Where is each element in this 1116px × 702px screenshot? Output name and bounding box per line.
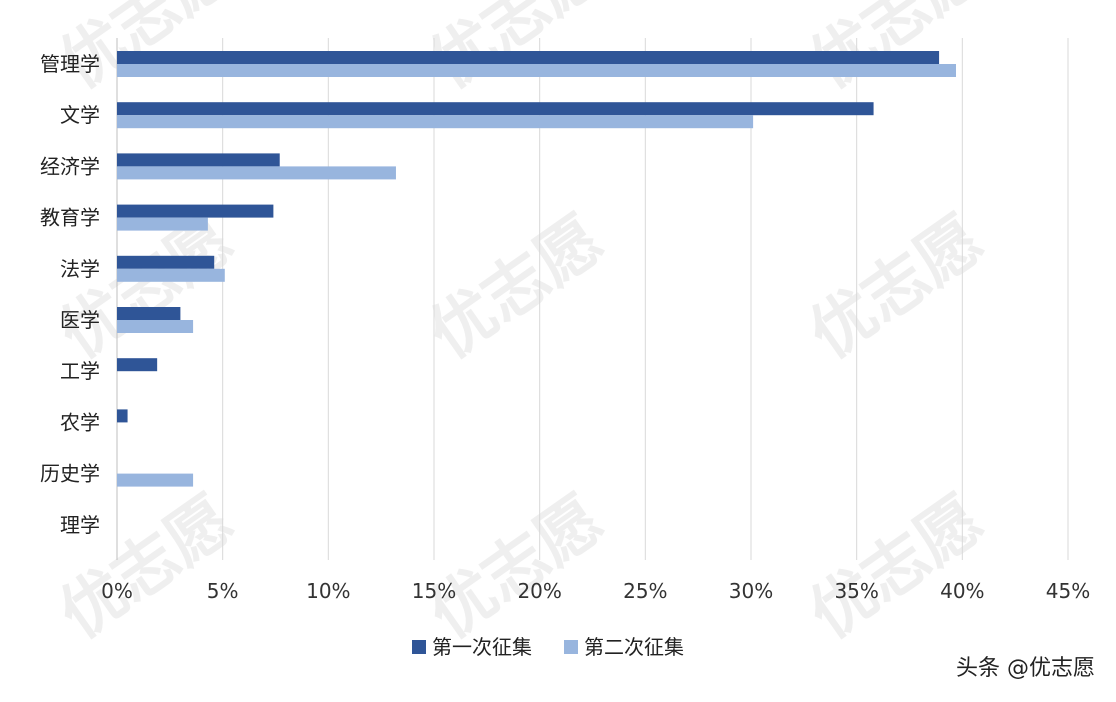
watermark-tile: 优志愿 bbox=[47, 482, 247, 653]
watermark-tile: 优志愿 bbox=[417, 482, 617, 653]
bar-2-9 bbox=[117, 473, 194, 487]
bar-1-6 bbox=[117, 307, 181, 320]
x-tick-labels: 0% 5% 10% 15% 20% 25% 30% 35% 40% 45% bbox=[101, 579, 1090, 603]
category-label: 教育学 bbox=[40, 206, 100, 230]
bar-2-6 bbox=[117, 320, 194, 333]
x-tick-label: 45% bbox=[1046, 579, 1090, 603]
category-label: 文学 bbox=[60, 103, 100, 127]
bar-1-7 bbox=[117, 358, 158, 372]
bar-1-8 bbox=[117, 409, 128, 423]
category-label: 管理学 bbox=[40, 52, 100, 76]
bar-1-4 bbox=[117, 204, 274, 218]
category-label: 农学 bbox=[60, 410, 100, 434]
category-label: 经济学 bbox=[40, 154, 100, 178]
category-label: 理学 bbox=[60, 513, 100, 537]
watermark-tile: 优志愿 bbox=[797, 202, 997, 373]
bar-1-5 bbox=[117, 255, 215, 269]
bar-1-1 bbox=[117, 51, 940, 64]
bar-2-4 bbox=[117, 217, 208, 231]
legend-label: 第一次征集 bbox=[432, 635, 532, 659]
legend: 第一次征集 第二次征集 bbox=[412, 635, 684, 659]
category-label: 法学 bbox=[60, 257, 100, 281]
bar-1-2 bbox=[117, 102, 874, 116]
x-tick-label: 20% bbox=[517, 579, 561, 603]
watermark-tile: 优志愿 bbox=[797, 482, 997, 653]
x-tick-label: 10% bbox=[306, 579, 350, 603]
bar-2-2 bbox=[117, 115, 754, 129]
category-label: 医学 bbox=[60, 308, 100, 332]
bar-1-3 bbox=[117, 153, 280, 167]
watermark-tile: 优志愿 bbox=[417, 202, 617, 373]
x-tick-label: 40% bbox=[940, 579, 984, 603]
bar-2-3 bbox=[117, 166, 396, 180]
legend-swatch bbox=[412, 640, 426, 654]
credit-text: 头条 @优志愿 bbox=[956, 656, 1095, 681]
bar-2-5 bbox=[117, 268, 225, 282]
bars bbox=[117, 51, 956, 487]
x-tick-label: 25% bbox=[623, 579, 667, 603]
x-tick-label: 5% bbox=[207, 579, 239, 603]
x-tick-label: 0% bbox=[101, 579, 133, 603]
x-tick-label: 35% bbox=[834, 579, 878, 603]
x-tick-label: 15% bbox=[412, 579, 456, 603]
bar-2-1 bbox=[117, 64, 956, 77]
category-label: 工学 bbox=[60, 359, 100, 383]
legend-label: 第二次征集 bbox=[584, 635, 684, 659]
legend-swatch bbox=[564, 640, 578, 654]
x-tick-label: 30% bbox=[729, 579, 773, 603]
category-label: 历史学 bbox=[40, 462, 100, 486]
